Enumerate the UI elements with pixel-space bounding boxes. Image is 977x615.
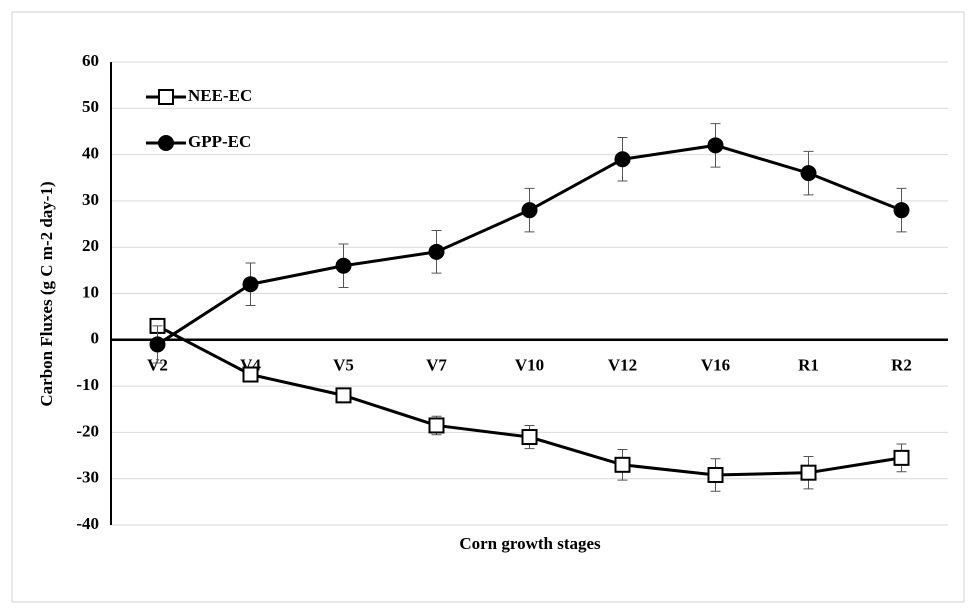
y-tick-label: 50 (82, 97, 99, 116)
data-point (242, 276, 259, 293)
x-axis-label: Corn growth stages (459, 534, 601, 553)
x-tick-label: V16 (701, 356, 730, 375)
data-point (614, 151, 631, 168)
x-tick-label: R2 (891, 356, 912, 375)
y-tick-label: -40 (76, 514, 99, 533)
data-point (149, 336, 166, 353)
data-point (335, 257, 352, 274)
data-point (800, 165, 817, 182)
legend-label: NEE-EC (188, 86, 252, 105)
data-point (707, 466, 724, 483)
x-tick-label: V2 (147, 356, 168, 375)
chart-border (11, 11, 965, 603)
y-tick-label: 20 (82, 236, 99, 255)
y-tick-label: -20 (76, 421, 99, 440)
data-point (893, 449, 910, 466)
y-tick-label: 30 (82, 190, 99, 209)
x-tick-label: V5 (333, 356, 354, 375)
legend-marker (158, 135, 174, 151)
data-point (521, 202, 538, 219)
data-point (521, 429, 538, 446)
x-tick-label: R1 (798, 356, 819, 375)
data-point (800, 464, 817, 481)
y-tick-label: -30 (76, 468, 99, 487)
y-tick-label: -10 (76, 375, 99, 394)
x-tick-label: V7 (426, 356, 447, 375)
data-point (335, 387, 352, 404)
data-point (707, 137, 724, 154)
data-point (242, 366, 259, 383)
data-point (893, 202, 910, 219)
legend-label: GPP-EC (188, 132, 251, 151)
y-tick-label: 0 (91, 329, 100, 348)
y-tick-label: 10 (82, 282, 99, 301)
data-point (428, 417, 445, 434)
y-tick-label: 40 (82, 144, 99, 163)
data-point (614, 456, 631, 473)
y-tick-label: 60 (82, 51, 99, 70)
x-tick-label: V10 (515, 356, 544, 375)
legend-marker (158, 89, 174, 105)
x-tick-label: V12 (608, 356, 637, 375)
data-point (428, 243, 445, 260)
y-axis-label: Carbon Fluxes (g C m-2 day-1) (37, 181, 56, 406)
